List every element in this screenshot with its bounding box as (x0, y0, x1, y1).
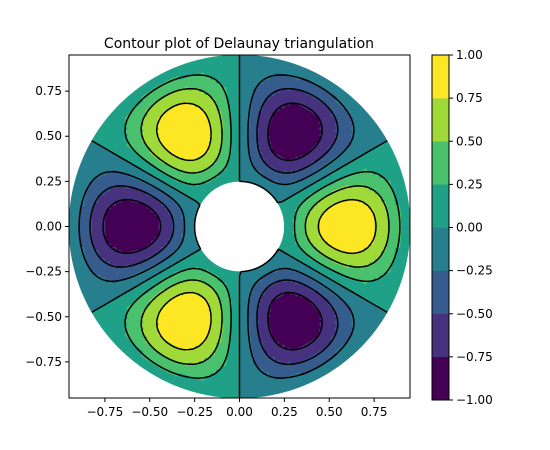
x-tick-label: 0.75 (361, 405, 388, 419)
y-tick-label: −0.75 (25, 355, 62, 369)
colorbar-band (431, 270, 450, 314)
colorbar-tick-label: −1.00 (456, 393, 493, 407)
y-tick-label: −0.25 (25, 265, 62, 279)
x-tick-label: −0.50 (131, 405, 168, 419)
y-tick-label: 0.50 (35, 129, 62, 143)
x-tick-label: 0.00 (226, 405, 253, 419)
colorbar-band (431, 54, 450, 99)
colorbar-axis: 1.00 0.75 0.50 0.25 0.00 −0.25 −0.50 −0.75 −1.00 (449, 48, 493, 407)
contour-lines (78, 55, 401, 398)
colorbar-band (431, 313, 450, 358)
y-tick-label: 0.00 (35, 220, 62, 234)
colorbar-tick-label: 0.25 (456, 177, 483, 191)
contour-line (78, 74, 355, 379)
colorbar-tick-label: −0.25 (456, 264, 493, 278)
contour-band (104, 101, 323, 352)
colorbar-tick-label: 0.00 (456, 221, 483, 235)
colorbar-tick-label: −0.75 (456, 350, 493, 364)
x-tick-label: 0.50 (316, 405, 343, 419)
colorbar-band (431, 184, 450, 228)
contour-line (91, 55, 388, 398)
contour-line (140, 87, 390, 366)
colorbar-band (431, 141, 450, 185)
x-axis: −0.75 −0.50 −0.25 0.00 0.25 0.50 0.75 (87, 398, 388, 419)
contour-line (155, 102, 377, 351)
x-tick-label: −0.75 (87, 405, 124, 419)
colorbar-band (431, 227, 450, 271)
plot-area (69, 55, 410, 398)
colorbar-band (431, 356, 450, 401)
colorbar-tick-label: 1.00 (456, 48, 483, 62)
chart-title: Contour plot of Delaunay triangulation (104, 36, 374, 52)
x-tick-label: 0.25 (271, 405, 298, 419)
colorbar-tick-label: 0.50 (456, 134, 483, 148)
colorbar-tick-label: 0.75 (456, 91, 483, 105)
y-axis: 0.75 0.50 0.25 0.00 −0.25 −0.50 −0.75 (25, 84, 69, 369)
colorbar-tick-label: −0.50 (456, 307, 493, 321)
colorbar-bands (431, 54, 450, 401)
x-tick-label: −0.25 (176, 405, 213, 419)
colorbar: 1.00 0.75 0.50 0.25 0.00 −0.25 −0.50 −0.75 −1.00 (431, 48, 493, 407)
y-tick-label: 0.25 (35, 174, 62, 188)
y-tick-label: 0.75 (35, 84, 62, 98)
colorbar-band (431, 97, 450, 142)
contour-line (102, 102, 324, 351)
contour-line (124, 74, 401, 379)
contour-line (89, 87, 339, 366)
y-tick-label: −0.50 (25, 310, 62, 324)
